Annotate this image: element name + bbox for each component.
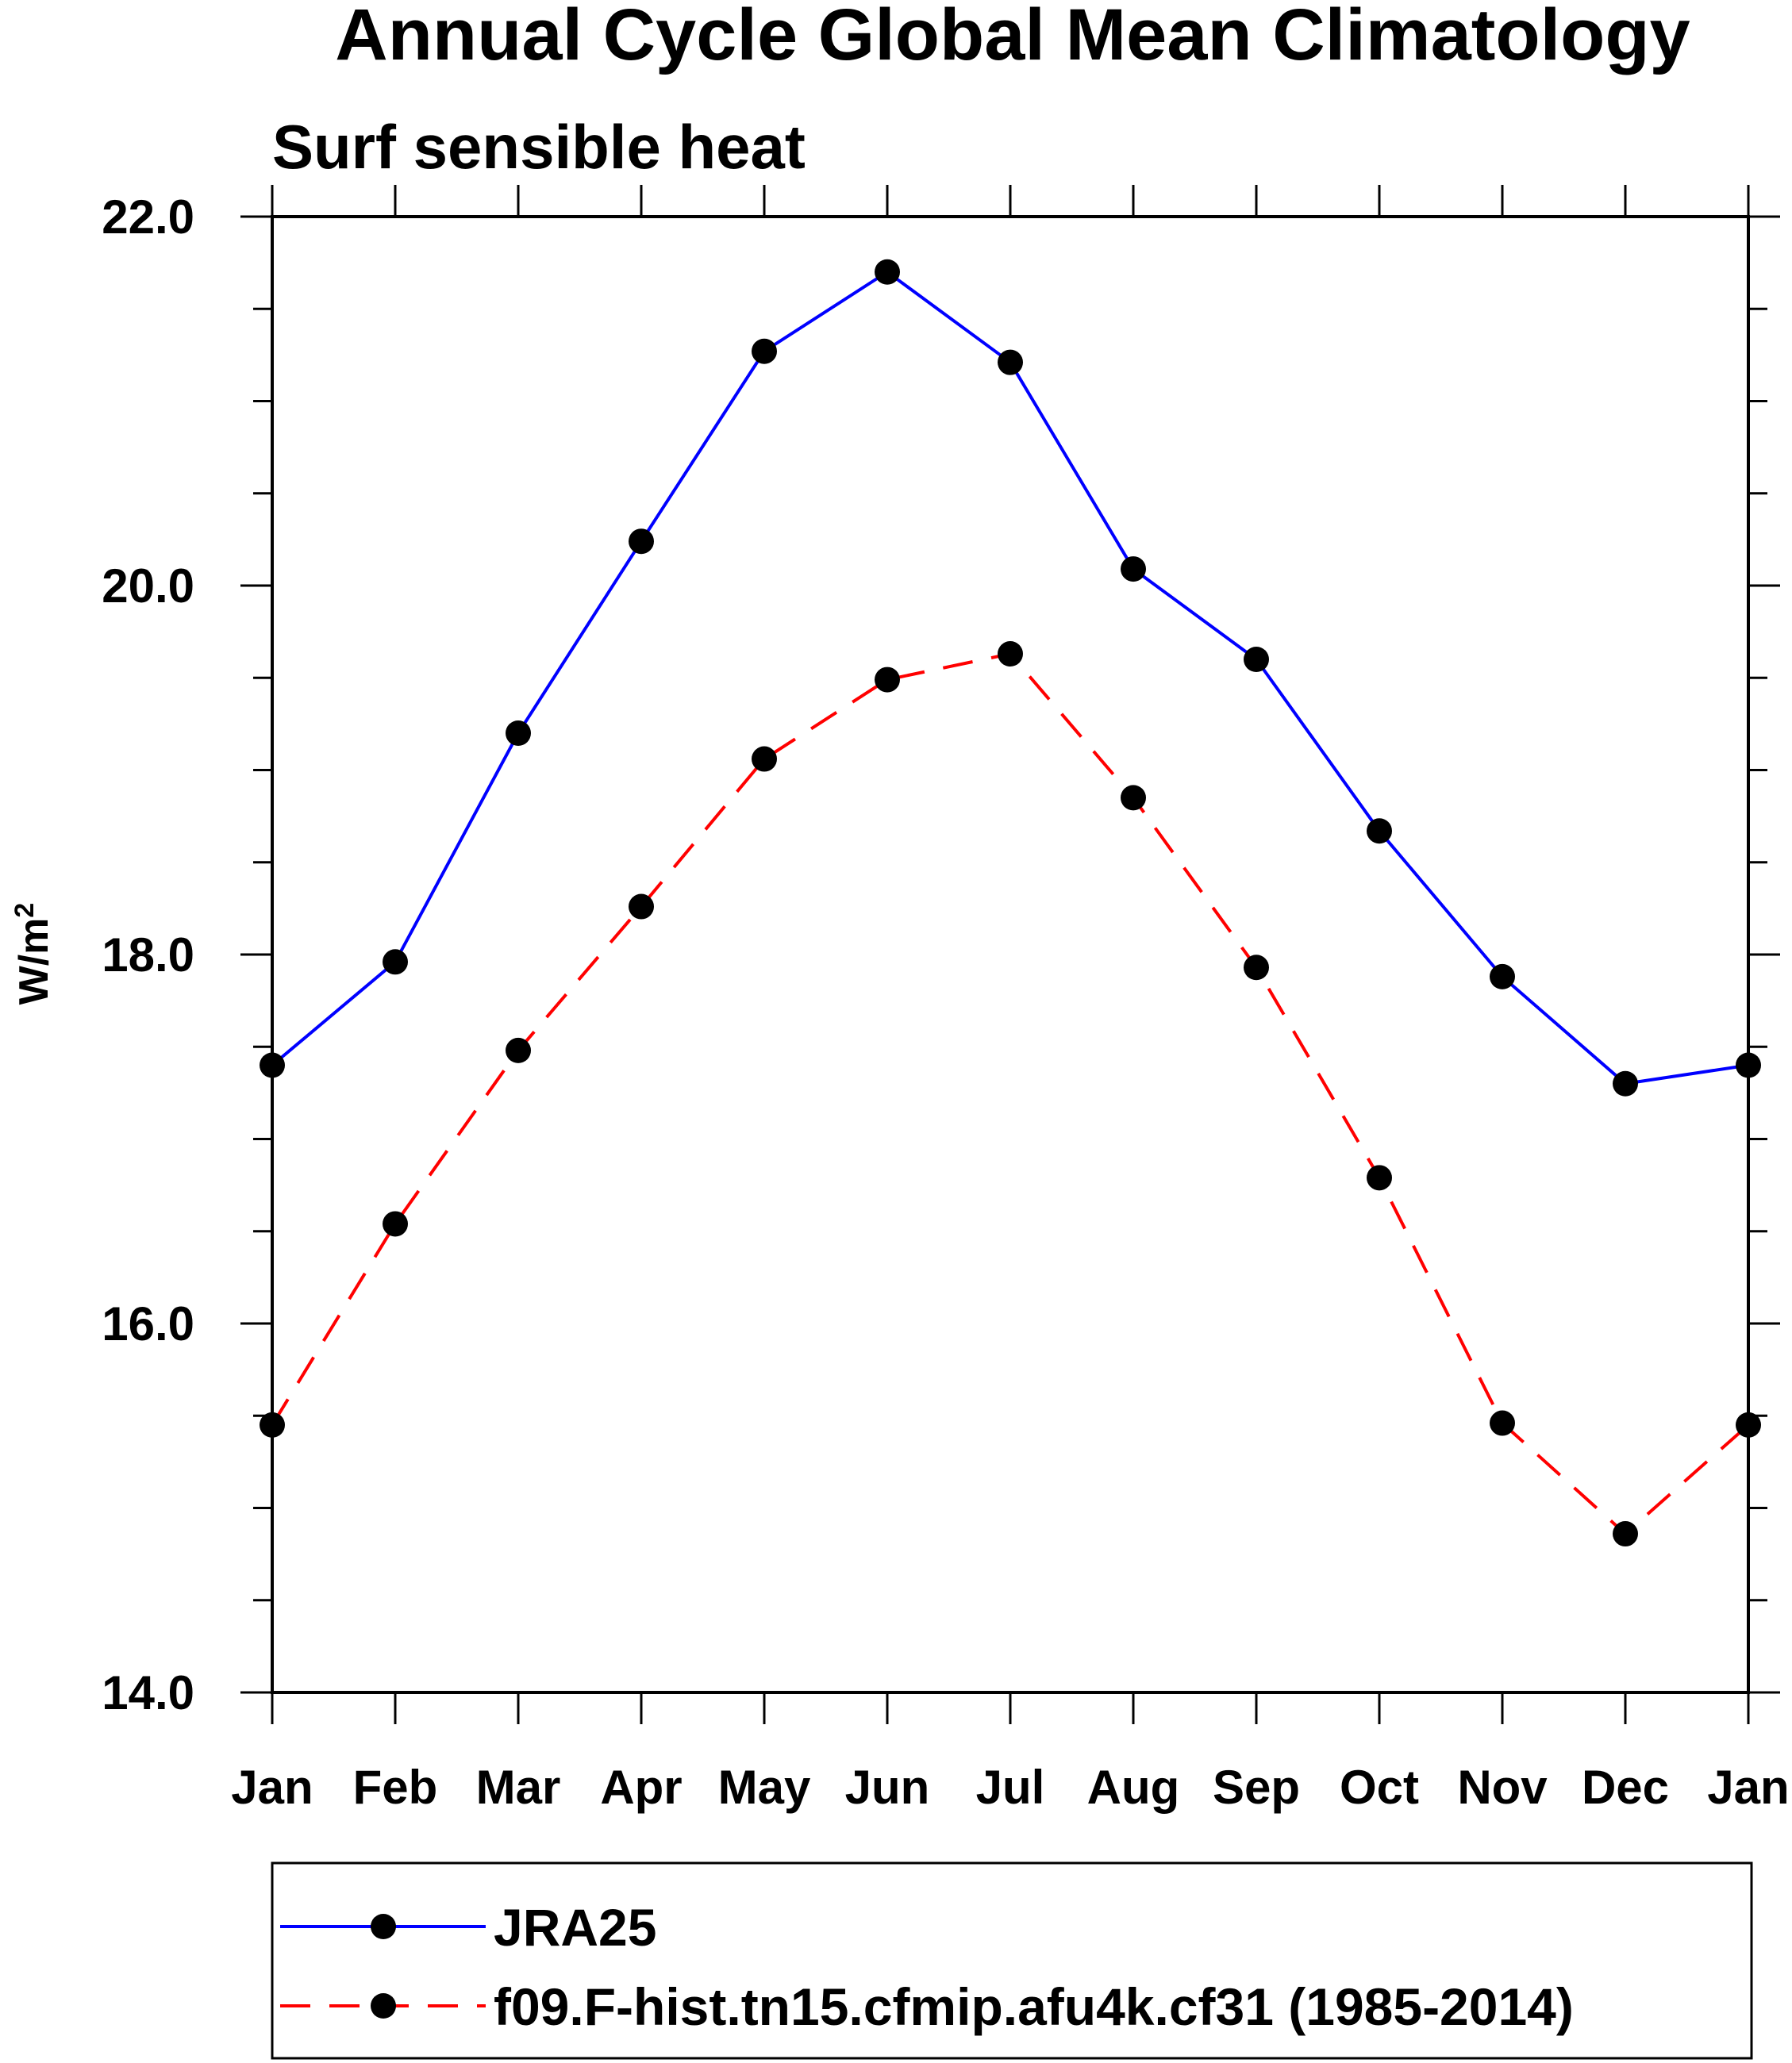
legend-label-1: JRA25 bbox=[494, 1898, 656, 1957]
data-point bbox=[875, 259, 900, 285]
legend-label-2: f09.F-hist.tn15.cfmip.afu4k.cf31 (1985-2… bbox=[494, 1977, 1574, 2036]
x-tick-label: Apr bbox=[600, 1761, 682, 1814]
axis-ticks bbox=[240, 185, 1780, 1724]
x-tick-label: Oct bbox=[1340, 1761, 1419, 1814]
data-point bbox=[1121, 785, 1146, 811]
data-point bbox=[1613, 1521, 1638, 1547]
x-tick-label: May bbox=[718, 1761, 811, 1814]
chart-subtitle: Surf sensible heat bbox=[272, 112, 806, 182]
data-point bbox=[629, 893, 654, 920]
data-point bbox=[1244, 955, 1269, 981]
x-tick-label: Dec bbox=[1582, 1761, 1669, 1814]
data-point bbox=[752, 338, 777, 364]
x-tick-label: Sep bbox=[1213, 1761, 1300, 1814]
legend: JRA25 f09.F-hist.tn15.cfmip.afu4k.cf31 (1… bbox=[271, 1861, 1753, 2060]
data-point bbox=[506, 720, 531, 746]
legend-marker bbox=[371, 1914, 396, 1939]
y-tick-label: 14.0 bbox=[102, 1666, 194, 1719]
x-tick-label: Jan bbox=[231, 1761, 313, 1814]
y-axis-label: W/m2 bbox=[10, 903, 57, 1005]
data-point bbox=[875, 667, 900, 693]
plot-frame bbox=[271, 215, 1750, 1694]
y-tick-label: 22.0 bbox=[102, 190, 194, 244]
series-line-2 bbox=[271, 651, 1750, 1536]
data-point bbox=[1244, 647, 1269, 672]
x-tick-label: Jan bbox=[1707, 1761, 1789, 1814]
series-line-1 bbox=[271, 270, 1749, 1085]
data-point bbox=[1367, 818, 1392, 844]
data-point bbox=[1490, 1410, 1515, 1436]
data-point bbox=[506, 1037, 531, 1063]
data-point bbox=[998, 641, 1023, 667]
data-point bbox=[752, 746, 777, 772]
x-tick-label: Nov bbox=[1457, 1761, 1548, 1814]
x-tick-label: Aug bbox=[1087, 1761, 1180, 1814]
legend-box bbox=[271, 1861, 1753, 2060]
data-point bbox=[1490, 963, 1515, 989]
y-tick-label: 16.0 bbox=[102, 1297, 194, 1350]
chart-title: Annual Cycle Global Mean Climatology bbox=[335, 0, 1690, 75]
x-tick-label: Jul bbox=[976, 1761, 1045, 1814]
series-markers bbox=[260, 259, 1761, 1547]
data-point bbox=[383, 949, 408, 975]
x-tick-label: Feb bbox=[353, 1761, 438, 1814]
data-point bbox=[383, 1211, 408, 1237]
series-lines bbox=[271, 270, 1750, 1536]
data-point bbox=[998, 349, 1023, 375]
y-tick-label: 18.0 bbox=[102, 928, 194, 982]
legend-marker bbox=[371, 1993, 396, 2019]
x-tick-labels: Jan Feb Mar Apr May Jun Jul Aug Sep Oct Nov Dec Jan bbox=[231, 1761, 1789, 1814]
data-point bbox=[1367, 1165, 1392, 1191]
y-tick-labels: 14.0 16.0 18.0 20.0 22.0 bbox=[102, 190, 194, 1719]
x-tick-label: Mar bbox=[476, 1761, 561, 1814]
y-tick-label: 20.0 bbox=[102, 559, 194, 613]
data-point bbox=[1121, 556, 1146, 582]
x-tick-label: Jun bbox=[845, 1761, 930, 1814]
data-point bbox=[1613, 1070, 1638, 1097]
data-point bbox=[629, 528, 654, 555]
